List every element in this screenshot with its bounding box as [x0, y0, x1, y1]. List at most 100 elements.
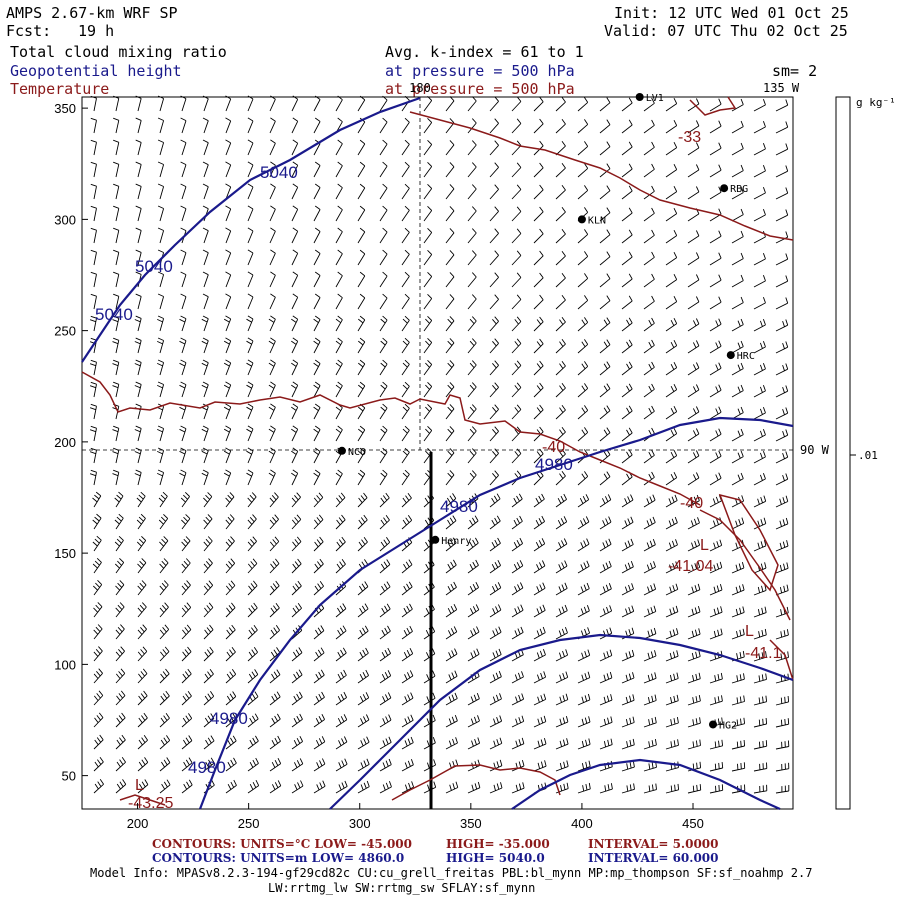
wind-barb — [621, 538, 634, 552]
wind-barb — [225, 669, 237, 684]
wind-barb — [533, 760, 547, 772]
wind-barb — [180, 271, 187, 288]
wind-barb — [181, 514, 191, 530]
wind-barb — [731, 784, 746, 794]
wind-barb — [379, 293, 388, 310]
wind-barb — [445, 162, 455, 178]
wind-barb — [731, 340, 744, 354]
wind-barb — [687, 120, 700, 134]
wind-barb — [401, 559, 413, 574]
wind-barb — [379, 359, 388, 376]
wind-barb — [753, 651, 767, 662]
wind-barb — [90, 205, 97, 222]
wind-barb — [555, 693, 569, 706]
wind-barb — [379, 425, 388, 442]
wind-barb — [313, 337, 321, 354]
wind-barb — [269, 139, 276, 156]
wind-barb — [599, 716, 613, 728]
wind-barb — [137, 712, 148, 728]
wind-barb — [599, 141, 611, 156]
wind-barb — [181, 757, 193, 772]
station-marker — [337, 446, 346, 455]
wind-barb — [423, 648, 436, 662]
wind-barb — [665, 339, 678, 354]
wind-barb — [335, 691, 348, 706]
wind-barb — [731, 450, 744, 464]
wind-barb — [90, 117, 97, 134]
wind-barb — [269, 735, 281, 750]
temp-contours-units: CONTOURS: UNITS=°C LOW= -45.000 — [152, 837, 412, 851]
wind-barb — [93, 668, 103, 684]
wind-barb — [203, 735, 215, 750]
wind-barb — [709, 142, 722, 156]
wind-barb — [93, 712, 104, 728]
wind-barb — [775, 673, 790, 684]
wind-barb — [423, 249, 433, 266]
wind-barb — [643, 561, 656, 574]
wind-barb — [92, 535, 102, 552]
wind-barb — [599, 671, 613, 684]
x-axis-ticks: 200 250 300 350 400 450 — [127, 803, 704, 831]
wind-barb — [577, 427, 589, 442]
wind-barb — [335, 227, 343, 244]
wind-barb — [225, 624, 236, 640]
wind-barb — [577, 494, 590, 508]
wind-barb — [225, 227, 232, 244]
wind-barb — [246, 359, 254, 376]
wind-barb — [313, 780, 326, 794]
wind-barb — [709, 495, 722, 508]
wind-barb — [445, 781, 459, 794]
wind-barb — [401, 736, 414, 750]
wind-barb — [203, 492, 213, 508]
x-tick-label: 300 — [349, 816, 371, 831]
wind-barb — [202, 249, 209, 266]
height-contour-high: HIGH= 5040.0 — [446, 851, 545, 865]
wind-barb — [467, 184, 477, 200]
wind-barb — [687, 739, 701, 750]
wind-barb — [115, 757, 126, 772]
wind-barb — [357, 625, 369, 640]
wind-barb — [157, 425, 165, 442]
wind-barb — [643, 538, 656, 552]
wind-barb — [731, 650, 745, 662]
wind-barb — [489, 448, 499, 464]
wind-barb — [159, 558, 169, 574]
wind-barb — [643, 295, 655, 310]
wind-barb — [753, 407, 766, 420]
wind-barb — [201, 315, 209, 332]
wind-barb — [775, 341, 789, 354]
wind-barb — [489, 515, 501, 530]
wind-barb — [114, 557, 125, 574]
wind-barb — [159, 580, 169, 596]
wind-barb — [379, 625, 391, 640]
wind-barb — [269, 713, 281, 728]
station-marker — [431, 535, 440, 544]
colorbar-tick-label: .01 — [858, 449, 878, 462]
wind-barb — [467, 404, 477, 420]
wind-barb — [555, 671, 569, 684]
wind-barb — [467, 559, 479, 574]
wind-barb — [731, 517, 745, 530]
wind-barb — [643, 163, 655, 178]
wind-barb — [643, 716, 657, 728]
wind-barb — [313, 447, 321, 464]
wind-barb — [775, 319, 789, 332]
wind-barb — [577, 295, 589, 310]
wind-barb — [511, 582, 524, 596]
wind-barb — [159, 690, 170, 706]
wind-barb — [335, 736, 348, 750]
wind-barb — [489, 782, 503, 794]
wind-barb — [112, 425, 120, 442]
wind-barb — [577, 229, 589, 244]
wind-barb — [489, 693, 502, 706]
wind-barb — [202, 271, 209, 288]
lon-180-label: 180 — [409, 81, 431, 95]
wind-barb — [533, 140, 544, 156]
wind-barb — [269, 669, 281, 684]
wind-barb — [180, 95, 187, 112]
wind-barb — [467, 294, 477, 310]
temp-label-2: -40 — [542, 439, 565, 456]
wind-barb — [137, 646, 148, 662]
wind-barb — [134, 315, 142, 332]
wind-barb — [379, 781, 392, 794]
